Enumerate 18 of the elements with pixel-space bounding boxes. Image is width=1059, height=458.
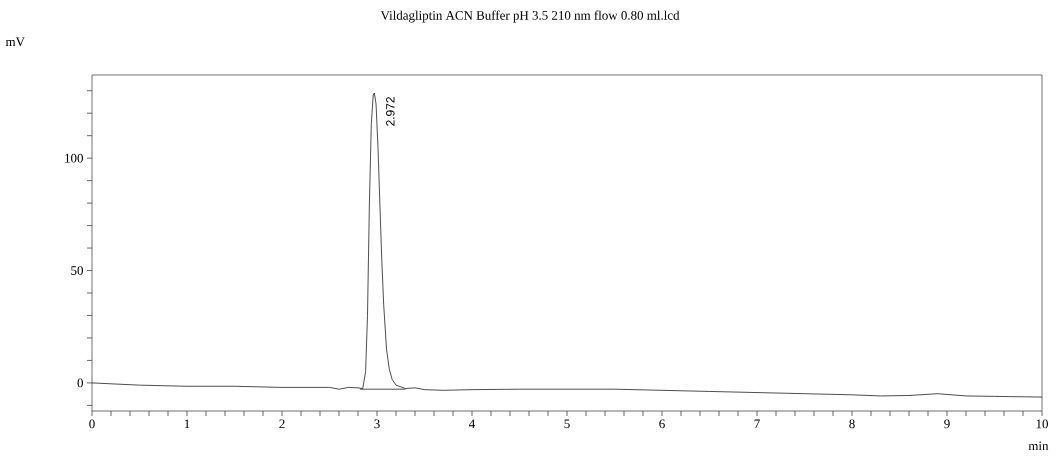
x-tick-label: 1	[184, 419, 190, 429]
x-tick-label: 10	[1036, 419, 1048, 429]
annotation: 2.972	[386, 97, 395, 126]
y-axis-title: mV	[5, 37, 25, 47]
x-tick-label: 3	[374, 419, 380, 429]
x-tick-label: 2	[279, 419, 285, 429]
x-tick-label: 4	[469, 419, 476, 429]
x-tick-label: 7	[754, 419, 760, 428]
x-tick-label: 6	[659, 419, 665, 429]
y-tick-label: 50	[71, 266, 83, 275]
y-tick-label: 0	[77, 378, 83, 388]
x-tick-label: 8	[849, 419, 855, 429]
x-tick-label: 9	[944, 419, 950, 429]
x-tick-label: 0	[89, 419, 95, 429]
y-tick-label: 100	[65, 153, 83, 163]
x-tick-label: 5	[564, 419, 570, 429]
chart-title: Vildagliptin ACN Buffer pH 3.5 210 nm flow 0.80 ml.lcd	[380, 10, 680, 23]
x-axis-title: min	[1028, 441, 1049, 451]
